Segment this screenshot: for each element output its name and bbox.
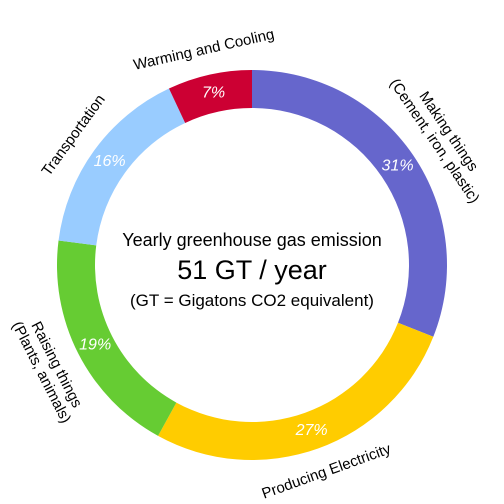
percent-label-raising-things: 19% — [79, 336, 111, 353]
center-note: (GT = Gigatons CO2 equivalent) — [130, 291, 374, 310]
slice-producing-electricity — [158, 322, 434, 460]
percent-label-making-things: 31% — [382, 158, 414, 175]
slice-warming-and-cooling — [168, 70, 252, 123]
percent-label-warming-and-cooling: 7% — [202, 85, 225, 102]
percent-labels: 31% 27% 19% 16% 7% — [79, 85, 413, 439]
percent-label-producing-electricity: 27% — [295, 422, 328, 439]
center-value: 51 GT / year — [177, 255, 327, 285]
category-label-line: Warming and Cooling — [132, 26, 276, 74]
percent-label-transportation: 16% — [94, 153, 126, 170]
donut-slices — [56, 70, 447, 460]
center-text: Yearly greenhouse gas emission 51 GT / y… — [122, 230, 382, 310]
slice-transportation — [58, 88, 186, 246]
center-title: Yearly greenhouse gas emission — [122, 230, 382, 250]
category-label-warming-and-cooling: Warming and Cooling — [132, 26, 276, 74]
slice-making-things — [252, 70, 447, 337]
slice-raising-things — [56, 240, 177, 436]
